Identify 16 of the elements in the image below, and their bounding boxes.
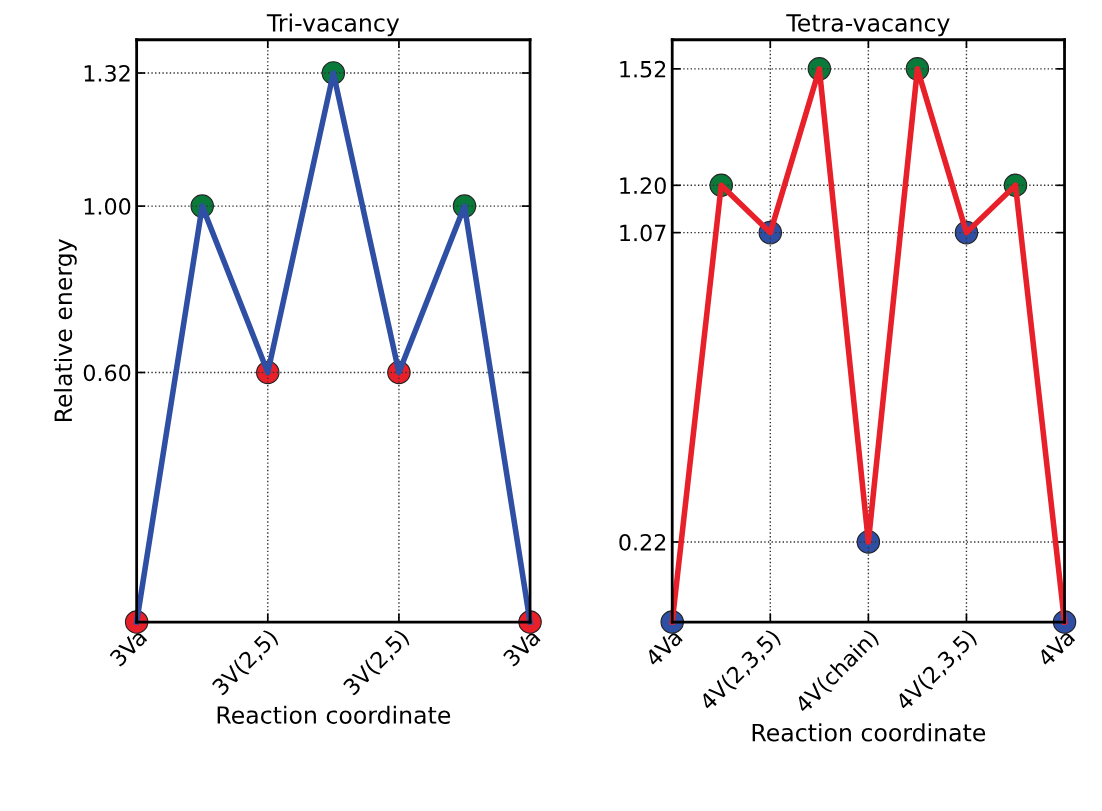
y-axis-title: Relative energy — [53, 239, 77, 422]
x-tick-label: 3Va — [108, 628, 148, 668]
x-axis-title: Reaction coordinate — [752, 723, 986, 742]
y-tick-label: 1.00 — [84, 198, 131, 215]
y-tick-label: 0.60 — [83, 364, 131, 382]
y-tick-label: 1.32 — [84, 64, 130, 82]
y-tick-label: 1.52 — [620, 60, 666, 78]
y-tick-label: 1.20 — [620, 177, 666, 195]
x-tick-label: 3Va — [502, 628, 541, 668]
x-axis-title: Reaction coordinate — [217, 705, 451, 724]
x-tick-label: 4Va — [644, 628, 683, 668]
y-tick-label: 1.07 — [620, 224, 666, 242]
chart-title: Tetra-vacancy — [786, 14, 950, 37]
chart-title: Tri-vacancy — [266, 13, 400, 37]
x-tick-label: 4Va — [1036, 628, 1076, 668]
y-tick-label: 0.22 — [619, 533, 666, 551]
